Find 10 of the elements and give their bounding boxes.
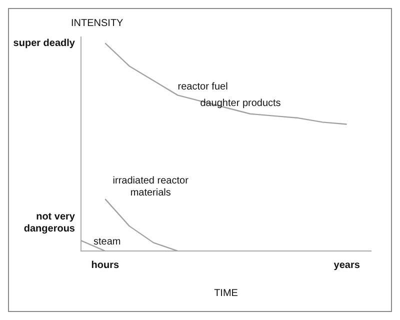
x-axis-title: TIME <box>214 288 238 299</box>
annotation: reactor fuel <box>178 82 228 93</box>
annotation: irradiated reactor materials <box>112 175 190 198</box>
annotation: steam <box>93 236 121 248</box>
x-tick-label: years <box>334 260 360 271</box>
text: not very dangerous <box>24 212 76 235</box>
x-tick-label: hours <box>91 260 120 271</box>
annotation: daughter products <box>200 98 281 110</box>
y-axis-title: INTENSITY <box>71 18 124 29</box>
text: super deadly <box>13 38 76 49</box>
